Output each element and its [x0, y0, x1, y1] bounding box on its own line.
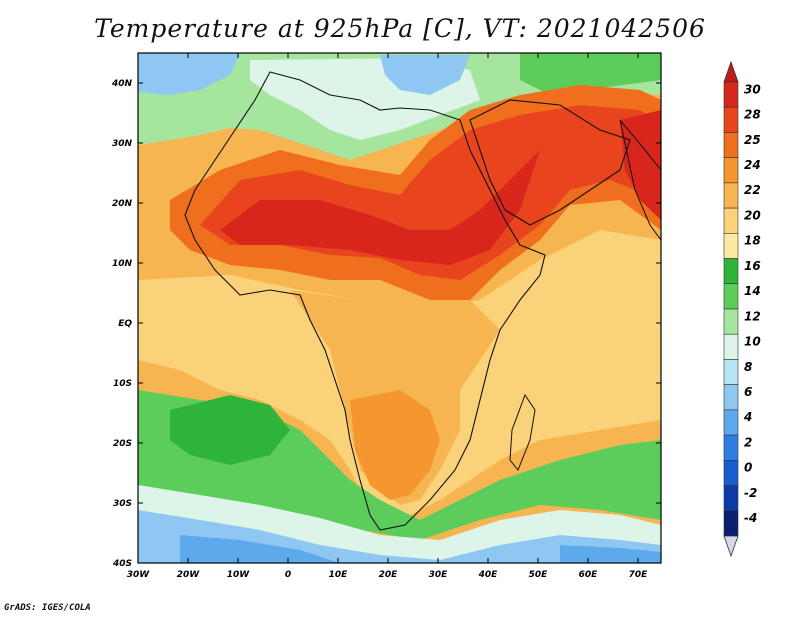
northeast-green: [520, 53, 661, 95]
southern-ocean-deepblue-east: [560, 545, 661, 563]
lon-tick-label: 40E: [478, 570, 499, 580]
colorbar-label: 8: [744, 360, 752, 374]
colorbar-label: 12: [744, 309, 761, 323]
colorbar-label: 0: [744, 461, 752, 475]
colorbar-label: 2: [744, 435, 752, 449]
africa-coastline: [184, 71, 546, 531]
colorbar-swatch: [723, 308, 739, 335]
colorbar-swatch: [723, 384, 739, 411]
lon-tick-label: 50E: [529, 570, 549, 580]
lat-tick-label: EQ: [118, 319, 132, 329]
colorbar-label: 22: [744, 183, 761, 197]
lon-tick-label: 60E: [579, 570, 599, 580]
india-coastline: [619, 119, 661, 241]
colorbar-swatch: [723, 359, 739, 385]
latitude-axis: 40N 30N 20N 10N EQ 10S 20S 30S 40S: [111, 79, 661, 569]
map-title: Temperature at 925hPa [C], VT: 202104250…: [94, 14, 706, 43]
sahel-hottest: [220, 150, 540, 265]
colorbar-label: 24: [744, 158, 761, 172]
lon-tick-label: 70E: [629, 570, 649, 580]
temperature-field: [138, 53, 661, 563]
colorbar-swatch: [723, 333, 739, 360]
colorbar-swatch: [723, 409, 739, 436]
lon-tick-label: 30E: [429, 570, 449, 580]
longitude-axis: 30W 20W 10W 0 10E 20E 30E 40E 50E 60E 70E: [127, 53, 648, 580]
colorbar-swatch: [723, 106, 739, 133]
colorbar-label: 14: [744, 284, 761, 298]
colorbar-swatch: [723, 207, 739, 234]
colorbar-swatch: [723, 81, 739, 108]
colorbar-label: 6: [744, 385, 752, 399]
colorbar-label: 25: [744, 133, 761, 147]
colorbar-bottom-arrow: [723, 535, 739, 558]
madagascar-outline: [509, 393, 536, 471]
lon-tick-label: 20E: [379, 570, 399, 580]
colorbar-label: -4: [744, 511, 757, 525]
colorbar-top-arrow: [723, 60, 739, 83]
lat-tick-label: 40N: [111, 79, 133, 89]
lat-tick-label: 10S: [113, 379, 132, 389]
lon-tick-label: 10E: [329, 570, 349, 580]
colorbar-label: 28: [744, 108, 761, 122]
colorbar-label: 4: [743, 410, 752, 424]
colorbar-label: 18: [744, 234, 761, 248]
lat-tick-label: 40S: [112, 559, 132, 569]
colorbar-swatch: [723, 233, 739, 259]
lat-tick-label: 30N: [112, 139, 133, 149]
colorbar-swatch: [723, 157, 739, 184]
colorbar-swatch: [723, 258, 739, 285]
colorbar-label: 20: [744, 208, 761, 222]
south-atlantic-deepgreen: [170, 395, 290, 465]
colorbar-label: 10: [744, 335, 761, 349]
lon-tick-label: 0: [285, 570, 291, 580]
colorbar-swatch: [723, 132, 739, 158]
arabia-coastline: [469, 99, 631, 226]
lon-tick-label: 20W: [177, 570, 201, 580]
lon-tick-label: 30W: [127, 570, 151, 580]
lat-tick-label: 20N: [112, 199, 133, 209]
map-border: [137, 52, 662, 564]
lat-tick-label: 20S: [113, 439, 132, 449]
colorbar-swatch: [723, 460, 739, 486]
southern-ocean-deepblue: [180, 535, 340, 563]
colorbar-label: 16: [744, 259, 761, 273]
india-hot: [620, 110, 661, 220]
lon-tick-label: 10W: [227, 570, 251, 580]
colorbar-swatch: [723, 510, 739, 537]
colorbar-swatch: [723, 434, 739, 461]
lat-tick-label: 10N: [112, 259, 133, 269]
europe-blue: [380, 55, 470, 95]
colorbar-label: 30: [744, 82, 761, 96]
colorbar-swatch: [723, 182, 739, 209]
grads-credit: GrADS: IGES/COLA: [4, 603, 91, 613]
southern-africa-warm: [350, 390, 440, 500]
nw-atlantic-blue: [138, 53, 240, 95]
lat-tick-label: 30S: [113, 499, 132, 509]
colorbar-swatch: [723, 283, 739, 310]
colorbar-label: -2: [744, 486, 757, 500]
colorbar-swatch: [723, 485, 739, 512]
